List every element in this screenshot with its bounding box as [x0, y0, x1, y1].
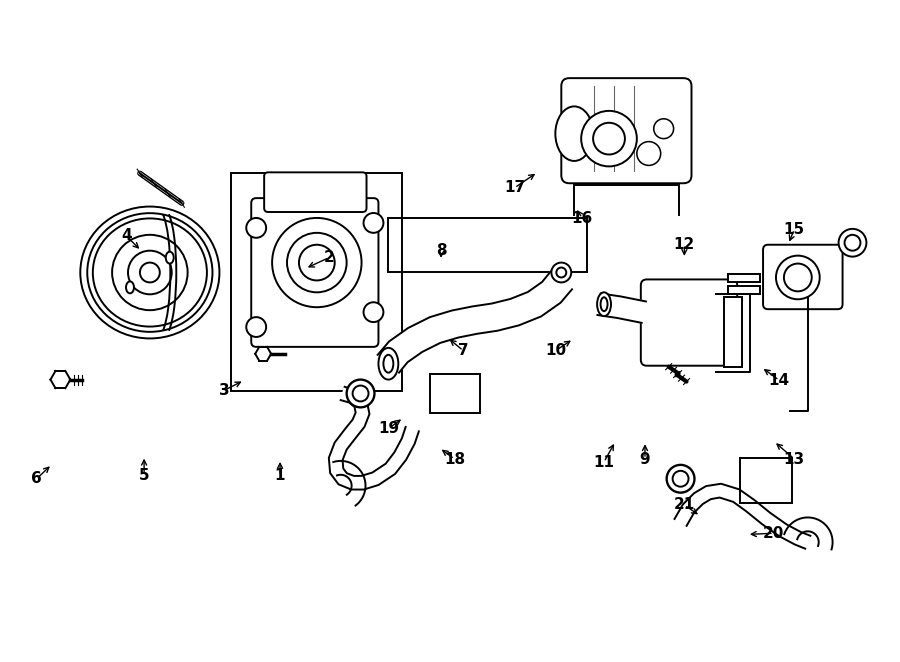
Polygon shape: [784, 518, 832, 549]
Circle shape: [667, 465, 695, 493]
Text: 11: 11: [593, 455, 615, 470]
Ellipse shape: [555, 107, 593, 161]
Circle shape: [353, 385, 368, 401]
Text: 21: 21: [674, 497, 695, 512]
Ellipse shape: [597, 293, 611, 316]
Ellipse shape: [80, 207, 220, 338]
Text: 13: 13: [784, 451, 805, 467]
Circle shape: [637, 142, 661, 166]
Polygon shape: [598, 293, 646, 323]
Polygon shape: [333, 461, 365, 506]
Text: 15: 15: [784, 222, 805, 237]
Text: 3: 3: [220, 383, 230, 398]
Circle shape: [272, 218, 362, 307]
Circle shape: [653, 118, 673, 138]
Ellipse shape: [126, 281, 134, 293]
Circle shape: [581, 111, 637, 166]
Circle shape: [776, 256, 820, 299]
Ellipse shape: [166, 252, 174, 263]
Circle shape: [839, 229, 867, 257]
Text: 18: 18: [444, 451, 465, 467]
FancyBboxPatch shape: [251, 198, 378, 347]
Polygon shape: [328, 387, 418, 490]
Circle shape: [364, 213, 383, 233]
Text: 1: 1: [274, 468, 285, 483]
FancyBboxPatch shape: [562, 78, 691, 183]
Text: 9: 9: [640, 451, 651, 467]
Circle shape: [364, 303, 383, 322]
Polygon shape: [674, 484, 810, 549]
Text: 4: 4: [121, 228, 131, 244]
Bar: [724, 297, 742, 367]
Circle shape: [346, 379, 374, 407]
Text: 19: 19: [379, 420, 400, 436]
Circle shape: [552, 263, 572, 283]
Text: 20: 20: [763, 526, 785, 541]
Bar: [728, 287, 760, 295]
Circle shape: [247, 218, 266, 238]
FancyBboxPatch shape: [763, 245, 842, 309]
Ellipse shape: [378, 348, 399, 379]
Text: 10: 10: [545, 343, 566, 358]
Text: 14: 14: [769, 373, 789, 388]
Polygon shape: [378, 271, 572, 373]
Text: 17: 17: [504, 181, 525, 195]
Text: 2: 2: [324, 250, 335, 265]
Text: 12: 12: [674, 237, 695, 252]
Circle shape: [672, 471, 688, 487]
Bar: [740, 458, 792, 502]
Bar: [728, 275, 760, 283]
Bar: [430, 373, 480, 413]
FancyBboxPatch shape: [265, 172, 366, 212]
Bar: [389, 218, 587, 273]
Text: 5: 5: [139, 468, 149, 483]
Bar: [231, 173, 402, 391]
Text: 16: 16: [572, 211, 593, 226]
Text: 6: 6: [32, 471, 42, 486]
Text: 8: 8: [436, 244, 446, 258]
Circle shape: [247, 317, 266, 337]
Text: 7: 7: [458, 343, 469, 358]
FancyBboxPatch shape: [641, 279, 737, 365]
